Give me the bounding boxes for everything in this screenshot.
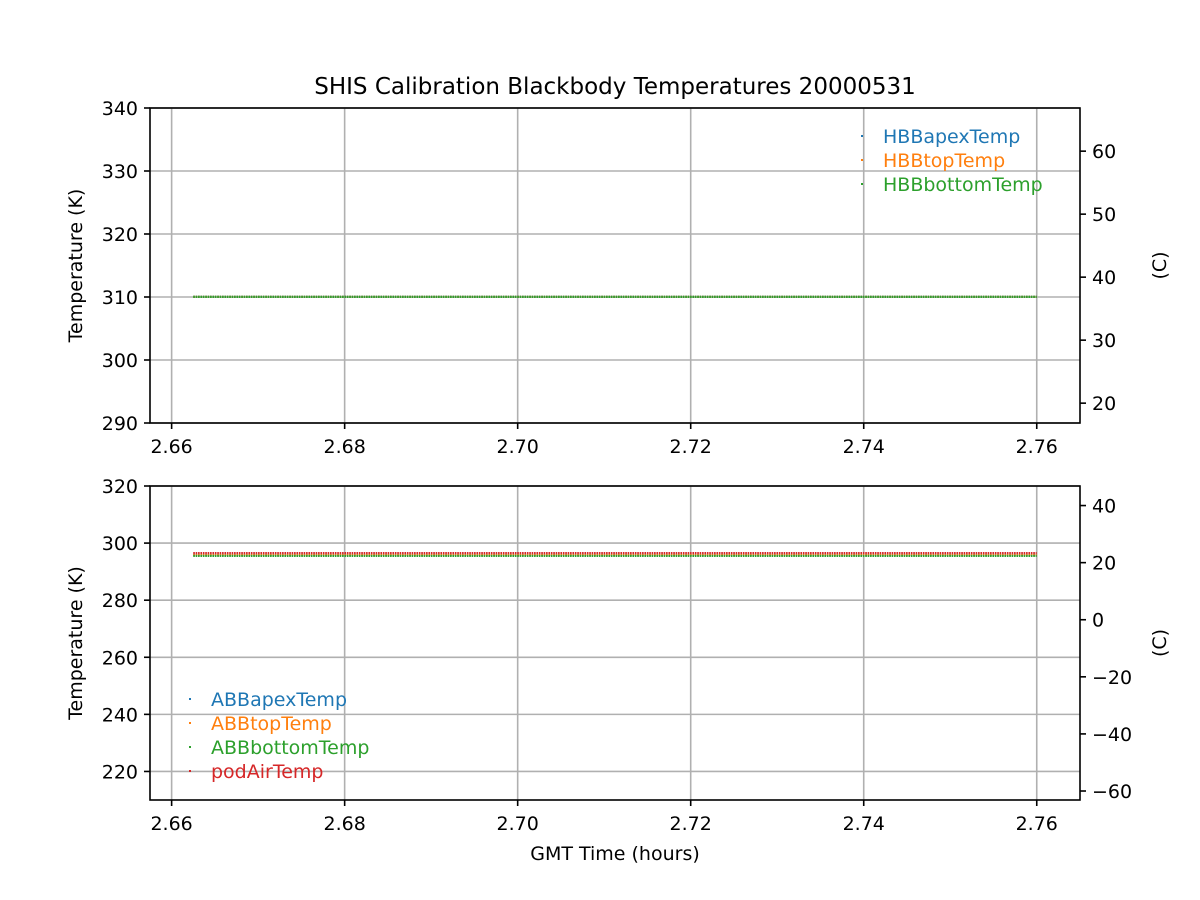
y2-tick-label: 60 <box>1092 141 1116 163</box>
y-tick-label: 240 <box>102 704 138 726</box>
panel-bottom: 2.66 2.68 2.70 2.72 2.74 2.76 220 240 260 280 300 3… <box>65 476 1171 865</box>
legend-marker <box>861 135 863 137</box>
y2-tick-label: −20 <box>1092 667 1132 689</box>
y2-tick-label: 20 <box>1092 393 1116 415</box>
legend-entry: ABBbottomTemp <box>211 737 369 759</box>
x-tick-label: 2.68 <box>323 813 365 835</box>
panel-top: 2.66 2.68 2.70 2.72 2.74 2.76 290 300 310 320 330 3… <box>65 98 1171 458</box>
y2-tick-label: 0 <box>1092 610 1104 632</box>
x-tick-label: 2.76 <box>1016 436 1058 458</box>
axes-frame <box>149 107 1081 424</box>
y2-tick-label: 20 <box>1092 553 1116 575</box>
y2-tick-label: 40 <box>1092 496 1116 518</box>
y-tick-label: 330 <box>102 161 138 183</box>
y-tick-label: 220 <box>102 761 138 783</box>
y2-tick-label: −60 <box>1092 781 1132 803</box>
x-tick-label: 2.74 <box>843 436 885 458</box>
y2-axis-label: (C) <box>1149 629 1171 657</box>
x-tick-label: 2.66 <box>150 436 192 458</box>
legend-entry: HBBapexTemp <box>883 126 1020 148</box>
y2-tick-label: −40 <box>1092 724 1132 746</box>
legend-marker <box>861 159 863 161</box>
legend-marker <box>189 698 191 700</box>
x-tick-label: 2.66 <box>150 813 192 835</box>
y-tick-label: 260 <box>102 647 138 669</box>
legend-entry: ABBtopTemp <box>211 713 332 735</box>
x-tick-label: 2.76 <box>1016 813 1058 835</box>
axes-frame <box>149 485 1081 801</box>
legend-entry: ABBapexTemp <box>211 689 347 711</box>
y-tick-label: 320 <box>102 224 138 246</box>
y-tick-label: 280 <box>102 590 138 612</box>
y-tick-label: 320 <box>102 476 138 498</box>
y2-tick-label: 40 <box>1092 267 1116 289</box>
y-tick-label: 300 <box>102 533 138 555</box>
y-tick-label: 310 <box>102 287 138 309</box>
y2-tick-label: 50 <box>1092 204 1116 226</box>
legend-entry: HBBtopTemp <box>883 150 1005 172</box>
y-axis-label: Temperature (K) <box>65 566 87 721</box>
legend-marker <box>189 722 191 724</box>
y-tick-label: 340 <box>102 98 138 120</box>
legend-entry: podAirTemp <box>211 761 323 783</box>
legend-marker <box>861 183 863 185</box>
y-axis-label: Temperature (K) <box>65 189 87 344</box>
y-tick-label: 290 <box>102 413 138 435</box>
chart-title: SHIS Calibration Blackbody Temperatures … <box>314 74 916 100</box>
legend: ABBapexTempABBtopTempABBbottomTemppodAir… <box>189 689 369 783</box>
x-axis-label: GMT Time (hours) <box>530 843 700 865</box>
legend-marker <box>189 770 191 772</box>
y2-tick-label: 30 <box>1092 330 1116 352</box>
legend-marker <box>189 746 191 748</box>
x-tick-label: 2.74 <box>843 813 885 835</box>
y2-axis-label: (C) <box>1149 251 1171 279</box>
legend-entry: HBBbottomTemp <box>883 174 1043 196</box>
x-tick-label: 2.68 <box>323 436 365 458</box>
x-tick-label: 2.70 <box>497 436 539 458</box>
x-tick-label: 2.72 <box>670 813 712 835</box>
x-tick-label: 2.70 <box>497 813 539 835</box>
y-tick-label: 300 <box>102 350 138 372</box>
x-tick-label: 2.72 <box>670 436 712 458</box>
